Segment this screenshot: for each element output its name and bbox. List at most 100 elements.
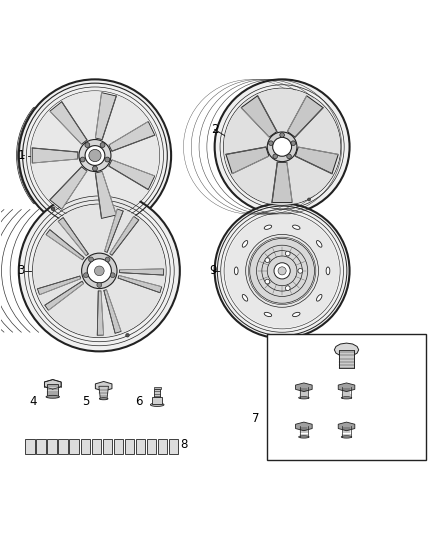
Circle shape [307,198,311,201]
Circle shape [80,157,85,162]
Polygon shape [105,209,123,252]
Circle shape [224,89,340,205]
Polygon shape [45,281,84,310]
Ellipse shape [341,397,352,399]
Polygon shape [118,276,162,293]
Circle shape [215,79,350,214]
Text: 2: 2 [211,123,219,136]
Polygon shape [38,276,81,295]
Circle shape [226,214,339,327]
Circle shape [273,154,277,159]
Ellipse shape [317,240,322,247]
Polygon shape [95,382,112,391]
Ellipse shape [326,267,330,274]
Circle shape [278,267,286,275]
Text: 1: 1 [17,149,25,162]
Ellipse shape [264,225,272,229]
Bar [169,439,178,454]
Bar [136,439,145,454]
Text: 6: 6 [135,395,142,408]
Bar [47,439,57,454]
Circle shape [84,273,88,278]
Circle shape [88,257,93,262]
Bar [92,439,101,454]
Circle shape [97,282,102,287]
Circle shape [265,279,270,284]
Ellipse shape [299,397,309,399]
Polygon shape [50,102,87,144]
Bar [70,439,79,454]
Bar [81,439,90,454]
Polygon shape [99,386,109,399]
Ellipse shape [242,295,248,301]
Polygon shape [295,147,338,174]
Bar [158,439,167,454]
Polygon shape [95,93,117,140]
Circle shape [110,273,115,278]
Ellipse shape [264,312,272,317]
Polygon shape [32,148,78,163]
Ellipse shape [341,436,352,438]
Polygon shape [334,343,359,357]
Ellipse shape [242,240,248,247]
Ellipse shape [293,225,300,229]
Circle shape [286,251,290,256]
Polygon shape [104,289,121,333]
Polygon shape [287,96,323,137]
Polygon shape [241,96,277,137]
Circle shape [268,141,273,146]
Text: 8: 8 [180,438,188,450]
Circle shape [298,269,303,273]
Ellipse shape [46,395,60,398]
Bar [113,439,123,454]
Bar [154,389,160,397]
Polygon shape [50,167,87,209]
Circle shape [87,259,111,283]
Bar [25,439,35,454]
Polygon shape [296,422,312,431]
Circle shape [286,286,290,290]
Ellipse shape [317,295,322,301]
Ellipse shape [299,436,309,438]
Polygon shape [226,147,269,174]
Circle shape [287,154,291,159]
Text: 5: 5 [83,395,90,408]
Circle shape [265,258,270,263]
Circle shape [79,140,111,172]
Circle shape [274,263,290,279]
Bar [147,439,156,454]
Circle shape [273,138,292,156]
Circle shape [85,146,105,165]
Text: 9: 9 [210,264,217,277]
Bar [58,439,68,454]
Polygon shape [120,269,164,275]
Circle shape [267,132,297,161]
Polygon shape [296,383,312,392]
Bar [267,334,426,460]
Circle shape [126,334,129,337]
Polygon shape [95,172,117,219]
Circle shape [33,205,165,337]
Circle shape [250,238,314,303]
Circle shape [19,190,180,351]
Polygon shape [109,160,155,190]
Circle shape [92,166,97,171]
Polygon shape [58,217,88,256]
Circle shape [105,157,110,162]
Polygon shape [46,230,84,260]
Bar [102,439,112,454]
Bar [47,384,58,397]
Polygon shape [109,122,155,151]
Ellipse shape [150,403,164,407]
Polygon shape [338,383,355,392]
Circle shape [95,266,104,276]
Circle shape [31,92,159,220]
Polygon shape [338,422,355,431]
Circle shape [81,253,117,288]
Bar [339,350,354,368]
Polygon shape [110,216,139,255]
Polygon shape [97,291,103,335]
Circle shape [291,141,296,146]
Polygon shape [44,379,61,389]
Circle shape [85,143,90,148]
